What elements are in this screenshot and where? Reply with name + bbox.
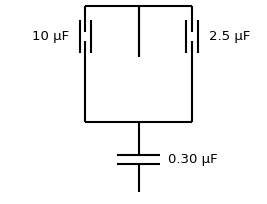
Text: 0.30 μF: 0.30 μF [168,153,218,166]
Text: 10 μF: 10 μF [32,30,69,43]
Text: 2.5 μF: 2.5 μF [209,30,250,43]
